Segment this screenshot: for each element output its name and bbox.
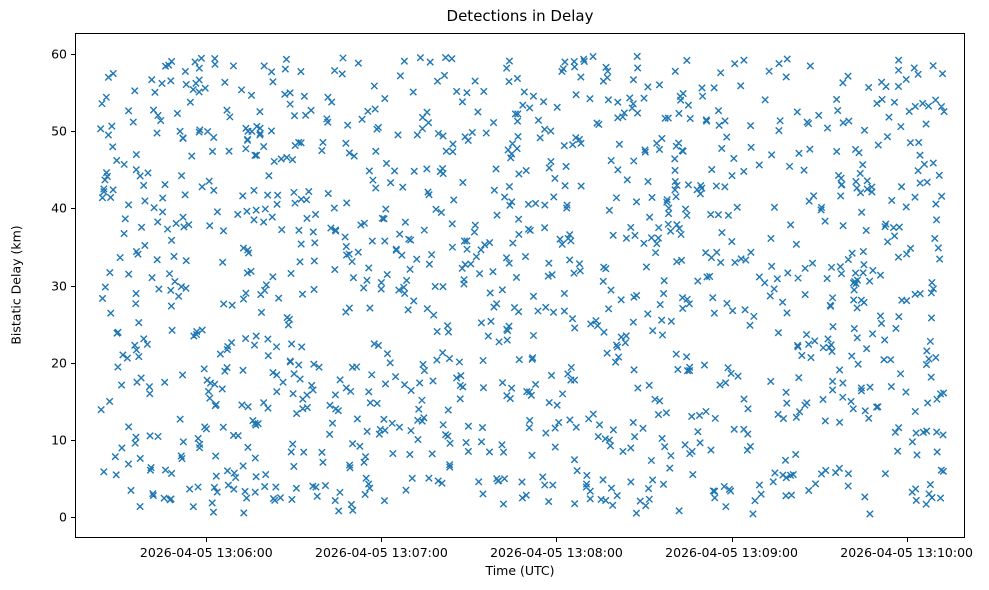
x-tick-label: 2026-04-05 13:10:00 — [840, 545, 974, 560]
scatter-canvas — [96, 52, 948, 518]
x-axis-label: Time (UTC) — [485, 563, 555, 578]
x-tick-mark — [731, 538, 733, 542]
chart-title: Detections in Delay — [446, 7, 594, 25]
y-tick-label: 10 — [51, 432, 67, 448]
y-tick-mark — [71, 285, 75, 287]
y-tick-mark — [71, 439, 75, 441]
y-axis-label: Bistatic Delay (km) — [8, 225, 24, 345]
y-tick-label: 20 — [51, 355, 67, 371]
y-tick-label: 40 — [51, 200, 67, 216]
x-tick-mark — [906, 538, 908, 542]
x-tick-label: 2026-04-05 13:06:00 — [139, 545, 273, 560]
y-tick-mark — [71, 517, 75, 519]
y-tick-mark — [71, 131, 75, 133]
y-tick-label: 0 — [59, 509, 67, 525]
y-tick-mark — [71, 362, 75, 364]
x-tick-mark — [206, 538, 208, 542]
x-tick-mark — [381, 538, 383, 542]
plot-area — [75, 33, 965, 538]
y-tick-label: 60 — [51, 46, 67, 62]
y-tick-label: 30 — [51, 278, 67, 293]
y-tick-label: 50 — [51, 123, 67, 139]
scatter-points — [96, 52, 948, 518]
x-tick-label: 2026-04-05 13:08:00 — [490, 545, 623, 560]
y-tick-mark — [71, 208, 75, 210]
x-tick-mark — [556, 538, 558, 542]
x-tick-label: 2026-04-05 13:09:00 — [665, 545, 798, 560]
y-tick-mark — [71, 53, 75, 55]
x-tick-label: 2026-04-05 13:07:00 — [315, 545, 448, 560]
